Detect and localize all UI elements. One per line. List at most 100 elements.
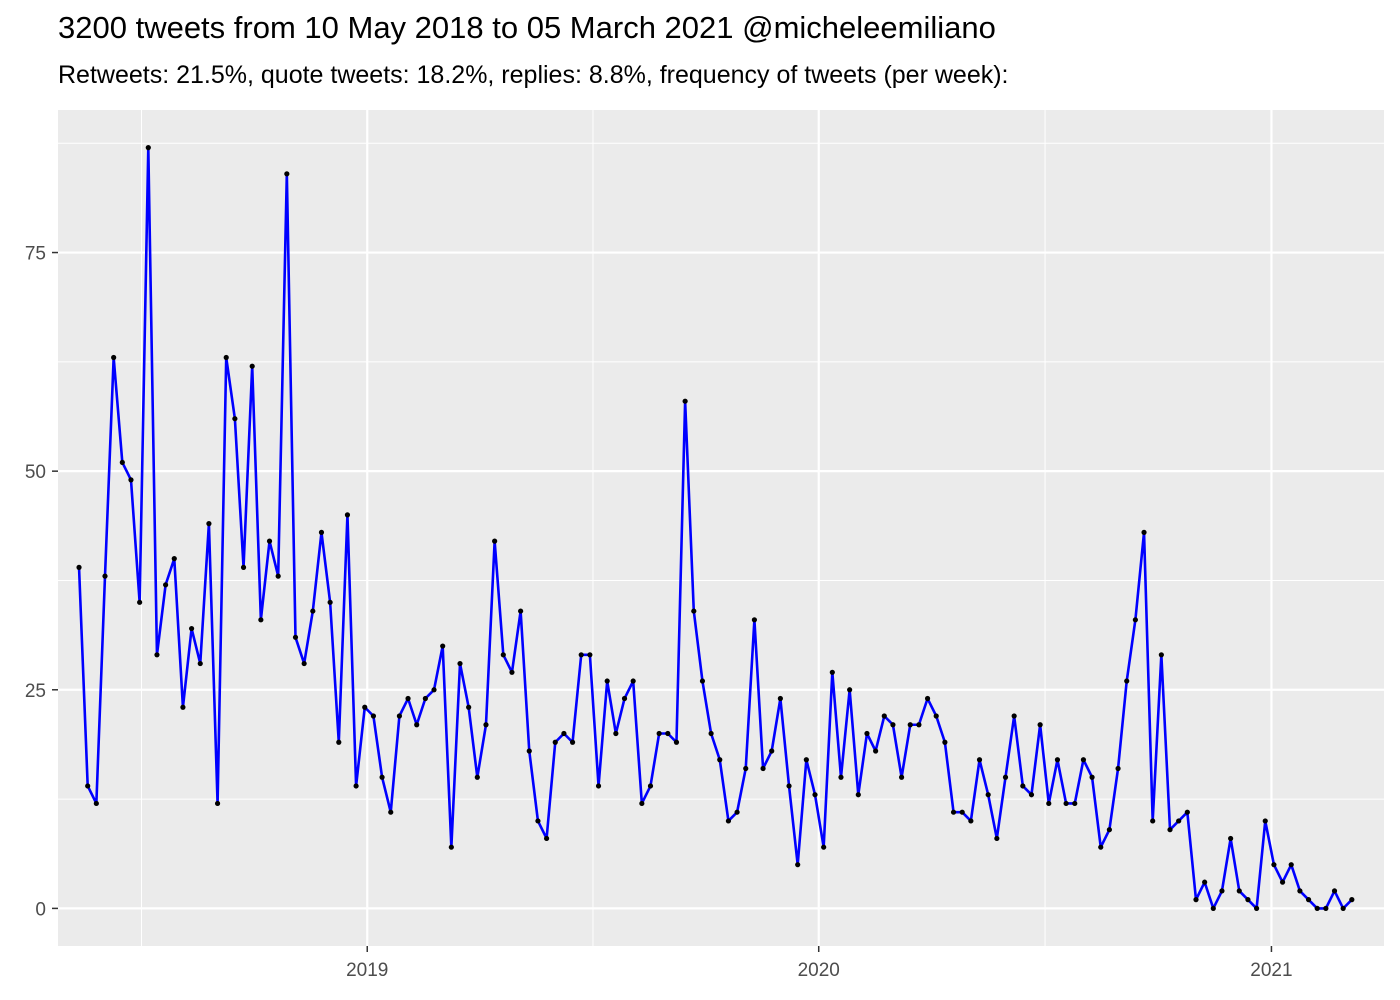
data-point xyxy=(1271,862,1277,868)
data-point xyxy=(223,354,229,361)
data-point xyxy=(1193,897,1199,903)
data-point xyxy=(388,809,394,815)
point-layer xyxy=(76,145,1355,912)
data-point xyxy=(275,573,281,579)
axis-ticks xyxy=(52,251,1273,952)
data-point xyxy=(777,695,783,702)
data-point xyxy=(1288,862,1294,868)
data-point xyxy=(1150,818,1156,824)
data-point xyxy=(569,739,576,745)
data-point xyxy=(1228,835,1234,842)
data-point xyxy=(994,835,1000,842)
data-point xyxy=(1115,765,1121,772)
data-point xyxy=(284,171,290,177)
data-point xyxy=(535,818,541,824)
data-point xyxy=(509,669,515,675)
data-point xyxy=(1011,713,1017,719)
data-point xyxy=(786,783,792,789)
data-point xyxy=(881,713,887,719)
data-point xyxy=(976,757,983,763)
data-point xyxy=(604,678,610,684)
data-point xyxy=(310,608,316,614)
data-point xyxy=(405,695,411,702)
data-point xyxy=(500,652,506,658)
data-point xyxy=(1349,897,1355,903)
data-point xyxy=(249,363,255,369)
data-point xyxy=(639,800,645,807)
data-point xyxy=(682,398,688,404)
data-point xyxy=(492,538,498,544)
data-point xyxy=(1063,800,1069,807)
data-point xyxy=(829,669,835,675)
data-point xyxy=(924,695,931,702)
data-point xyxy=(422,695,428,702)
data-point xyxy=(457,660,463,667)
data-point xyxy=(587,652,593,658)
data-point xyxy=(760,765,766,772)
data-point xyxy=(968,818,974,824)
data-point xyxy=(699,678,706,684)
data-point xyxy=(552,739,558,745)
data-point xyxy=(898,774,905,780)
series-layer xyxy=(77,146,1353,910)
data-point xyxy=(1098,844,1104,850)
data-point xyxy=(847,687,853,693)
data-point xyxy=(838,774,844,780)
data-point xyxy=(466,704,472,710)
data-point xyxy=(950,809,957,815)
data-point xyxy=(137,599,143,605)
data-point xyxy=(691,608,697,614)
data-point xyxy=(1176,818,1182,824)
data-point xyxy=(1340,905,1346,912)
data-point xyxy=(414,722,420,728)
data-point xyxy=(1089,774,1095,780)
data-point xyxy=(344,512,351,518)
data-point xyxy=(526,748,532,754)
data-point xyxy=(873,748,879,754)
data-point xyxy=(180,704,186,710)
data-point xyxy=(769,748,775,754)
chart-subtitle: Retweets: 21.5%, quote tweets: 18.2%, re… xyxy=(58,61,1009,89)
data-point xyxy=(370,713,377,719)
data-point xyxy=(483,722,489,728)
data-point xyxy=(292,634,299,640)
data-point xyxy=(258,617,264,623)
data-point xyxy=(362,704,368,710)
data-point xyxy=(821,844,827,850)
data-point xyxy=(1236,888,1242,894)
y-tick-label: 25 xyxy=(25,681,46,702)
data-point xyxy=(128,477,134,483)
data-point xyxy=(318,529,325,535)
data-point xyxy=(111,354,117,361)
data-point xyxy=(163,582,169,588)
data-point xyxy=(1158,652,1164,658)
data-point xyxy=(431,687,437,693)
data-point xyxy=(656,730,662,737)
data-point xyxy=(543,835,550,842)
y-tick-label: 50 xyxy=(25,462,46,483)
data-point xyxy=(1106,827,1112,833)
y-axis-tick-labels: 0 25 50 75 xyxy=(25,244,46,921)
data-point xyxy=(440,643,446,649)
data-point xyxy=(1323,905,1329,912)
data-point xyxy=(864,730,870,737)
data-point xyxy=(595,783,602,789)
data-point xyxy=(85,783,91,789)
data-point xyxy=(795,862,801,868)
data-point xyxy=(933,713,939,719)
data-point xyxy=(145,145,151,151)
data-point xyxy=(812,792,818,798)
data-point xyxy=(1037,722,1043,728)
data-point xyxy=(1054,757,1061,763)
data-point xyxy=(396,713,402,719)
data-point xyxy=(1124,678,1130,684)
data-point xyxy=(1020,783,1026,789)
data-point xyxy=(1141,529,1147,535)
data-point xyxy=(621,695,628,702)
data-point xyxy=(102,573,108,579)
data-point xyxy=(93,800,99,807)
data-point xyxy=(1245,897,1251,903)
data-point xyxy=(561,730,567,737)
data-point xyxy=(214,800,221,807)
data-point xyxy=(327,599,333,605)
